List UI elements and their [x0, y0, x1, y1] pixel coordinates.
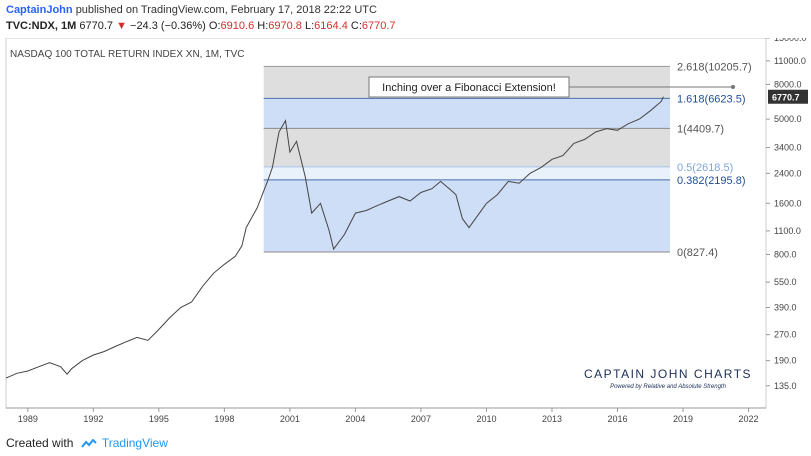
annotation-callout[interactable]: Inching over a Fibonacci Extension! [368, 76, 735, 98]
fib-level-label: 1.618(6623.5) [677, 93, 746, 105]
x-tick-label: 2013 [542, 414, 562, 424]
price-series-line [5, 96, 664, 379]
captain-john-charts-logo: CAPTAIN JOHN CHARTS Powered by Relative … [584, 367, 752, 390]
y-tick-label: 190.0 [774, 356, 797, 366]
high-label: H: [257, 20, 269, 32]
x-tick-label: 2004 [345, 414, 365, 424]
y-tick-label: 1100.0 [774, 226, 801, 236]
fib-level-label: 1(4409.7) [677, 123, 724, 135]
x-tick-label: 1995 [149, 414, 169, 424]
x-tick-label: 2007 [411, 414, 431, 424]
symbol-label: TVC:NDX, 1M [6, 20, 77, 32]
last-price: 6770.7 [79, 20, 113, 32]
created-with-label: Created with [6, 436, 74, 450]
svg-text:6770.7: 6770.7 [772, 93, 800, 103]
y-tick-label: 2400.0 [774, 168, 802, 178]
x-tick-label: 2019 [673, 414, 693, 424]
x-tick-label: 1998 [214, 414, 234, 424]
x-tick-label: 2016 [607, 414, 627, 424]
x-tick-label: 1989 [18, 414, 38, 424]
price-chart[interactable]: 2.618(10205.7) 1.618(6623.5) 1(4409.7) 0.5(… [0, 38, 811, 428]
price-change: −24.3 (−0.36%) [130, 20, 206, 32]
x-tick-label: 2022 [739, 414, 759, 424]
fib-band [263, 166, 670, 180]
y-tick-label: 11000.0 [774, 56, 806, 66]
chart-header: CaptainJohn published on TradingView.com… [0, 0, 811, 38]
y-tick-label: 15000.0 [774, 38, 807, 43]
ohlc-line: TVC:NDX, 1M 6770.7 ▼ −24.3 (−0.36%) O:69… [6, 20, 396, 32]
down-arrow-icon: ▼ [116, 20, 127, 32]
open-label: O: [208, 20, 221, 32]
publish-info: published on TradingView.com, February 1… [75, 4, 377, 16]
x-tick-label: 2001 [280, 414, 300, 424]
fib-level-label: 0.5(2618.5) [677, 162, 733, 174]
y-tick-label: 550.0 [774, 277, 797, 287]
fib-level-label: 0(827.4) [677, 247, 718, 259]
axes: 135.0 190.0 270.0 390.0 550.0 800.0 1100.0 1600… [5, 38, 808, 424]
y-tick-label: 3400.0 [774, 143, 802, 153]
publish-line: CaptainJohn published on TradingView.com… [6, 4, 377, 16]
fib-band [263, 128, 670, 167]
tradingview-brand[interactable]: TradingView [101, 436, 168, 450]
y-tick-label: 135.0 [774, 381, 797, 391]
last-price-tag: 6770.7 [768, 89, 808, 104]
fibonacci-extension[interactable]: 2.618(10205.7) 1.618(6623.5) 1(4409.7) 0.5(… [263, 61, 752, 259]
low-label: L: [304, 20, 315, 32]
annotation-text: Inching over a Fibonacci Extension! [382, 82, 556, 94]
watermark-subtitle: Powered by Relative and Absolute Strengt… [610, 384, 727, 390]
y-tick-label: 270.0 [774, 330, 797, 340]
tradingview-logo-icon [77, 436, 102, 450]
author-link[interactable]: CaptainJohn [6, 4, 73, 16]
close-label: C: [350, 20, 362, 32]
x-tick-label: 1992 [83, 414, 103, 424]
y-tick-label: 1600.0 [774, 198, 802, 208]
open-value: 6910.6 [220, 20, 255, 32]
x-tick-label: 2010 [476, 414, 496, 424]
y-tick-label: 800.0 [774, 249, 797, 259]
close-value: 6770.7 [361, 20, 396, 32]
high-value: 6970.8 [268, 20, 302, 32]
y-tick-label: 8000.0 [774, 79, 802, 89]
y-tick-label: 5000.0 [774, 114, 802, 124]
fib-level-label: 0.382(2195.8) [677, 175, 746, 187]
y-tick-label: 390.0 [774, 303, 797, 313]
footer: Created with TradingView [0, 428, 811, 456]
fib-band [263, 98, 670, 129]
watermark-title: CAPTAIN JOHN CHARTS [584, 367, 752, 381]
chart-title: NASDAQ 100 TOTAL RETURN INDEX XN, 1M, TV… [10, 49, 245, 60]
fib-level-label: 2.618(10205.7) [677, 61, 752, 73]
low-value: 6164.4 [314, 20, 348, 32]
